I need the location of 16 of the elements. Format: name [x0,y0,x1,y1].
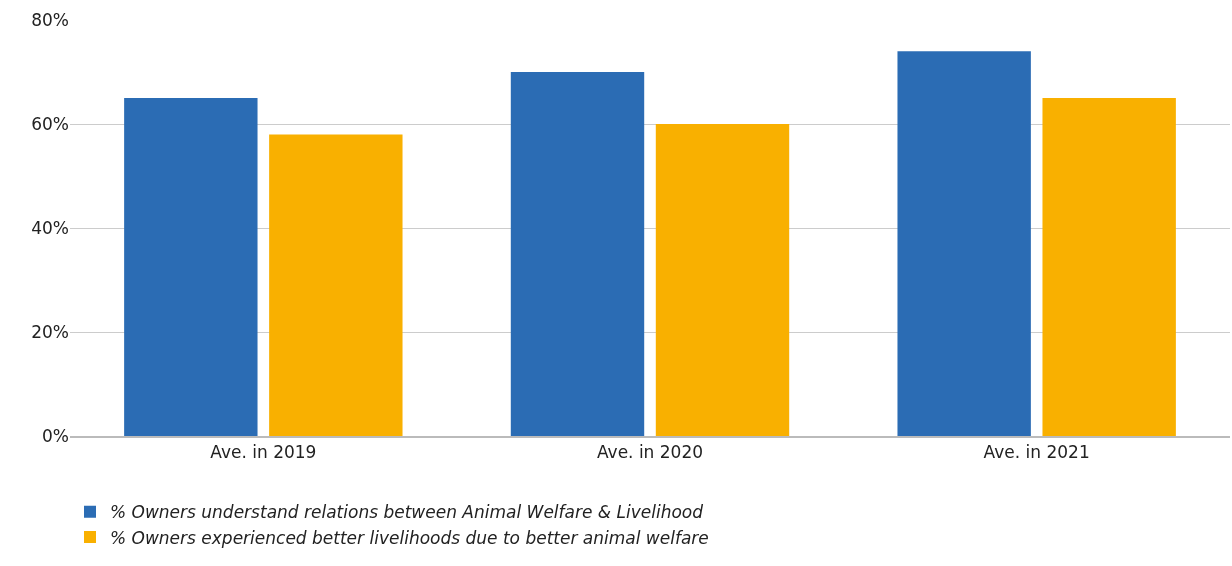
bar [897,51,1031,436]
bar [655,124,790,436]
x-tick-label: Ave. in 2020 [596,442,704,463]
x-tick-label: Ave. in 2019 [210,442,317,463]
x-tick-label: Ave. in 2021 [983,442,1090,463]
y-tick-label: 80% [31,9,69,30]
y-tick-label: 20% [31,321,69,342]
bar [510,72,645,436]
bar [1042,98,1176,436]
legend-label: % Owners understand relations between Animal Welfare & Livelihood [110,502,704,523]
bar [124,98,258,436]
y-tick-label: 40% [31,217,69,238]
bar [269,134,403,436]
y-tick-label: 0% [42,425,69,446]
y-tick-label: 60% [31,113,69,134]
legend-label: % Owners experienced better livelihoods due to better animal welfare [110,527,709,548]
